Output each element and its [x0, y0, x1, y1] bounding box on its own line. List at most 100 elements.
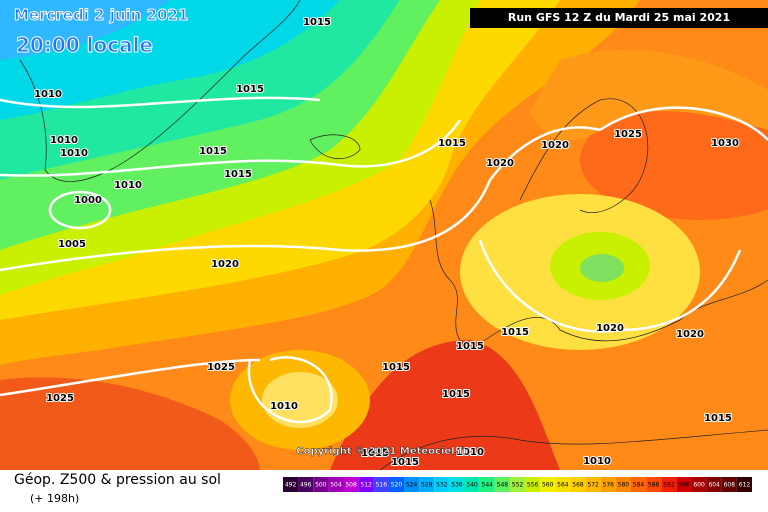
- legend-swatch: [434, 477, 450, 492]
- legend-label: 504: [330, 482, 342, 489]
- legend-label: 580: [618, 482, 630, 489]
- legend-swatch: [600, 477, 616, 492]
- isobar-label: 1030: [711, 138, 739, 149]
- legend-label: 604: [708, 482, 720, 489]
- legend-label: 556: [527, 482, 539, 489]
- isobar-label: 1015: [501, 327, 529, 338]
- legend-label: 536: [451, 482, 463, 489]
- legend-swatch: [570, 477, 586, 492]
- legend-swatch: [388, 477, 405, 492]
- legend-label: 560: [542, 482, 554, 489]
- legend-label: 548: [497, 482, 509, 489]
- legend-swatch: [646, 477, 662, 492]
- isobar-label: 1015: [361, 448, 389, 459]
- forecast-time: 20:00 locale: [16, 33, 153, 57]
- isobar-label: 1025: [207, 362, 235, 373]
- forecast-date: Mercredi 2 juin 2021: [14, 6, 188, 24]
- isobar-label: 1015: [303, 17, 331, 28]
- legend-label: 492: [285, 482, 297, 489]
- isobar-label: 1020: [596, 323, 624, 334]
- isobar-label: 1010: [270, 401, 298, 412]
- legend-swatch: [373, 477, 389, 492]
- legend-swatch: [721, 477, 737, 492]
- isobar-label: 1020: [676, 329, 704, 340]
- isobar-label: 1005: [58, 239, 86, 250]
- legend-swatch: [585, 477, 601, 492]
- isobar-label: 1015: [704, 413, 732, 424]
- legend-label: 596: [678, 482, 690, 489]
- legend-label: 588: [648, 482, 660, 489]
- footer-title: Géop. Z500 & pression au sol: [14, 472, 221, 488]
- legend-label: 576: [603, 482, 615, 489]
- legend-swatch: [358, 477, 374, 492]
- legend-label: 508: [345, 482, 357, 489]
- legend-label: 552: [512, 482, 524, 489]
- legend-swatch: [661, 477, 677, 492]
- run-banner: [470, 8, 768, 28]
- isobar-label: 1000: [74, 195, 102, 206]
- isobar-label: 1020: [211, 259, 239, 270]
- legend-swatch: [615, 477, 631, 492]
- legend-swatch: [479, 477, 495, 492]
- isobar-label: 1015: [236, 84, 264, 95]
- isobar-label: 1015: [382, 362, 410, 373]
- legend-swatch: [676, 477, 692, 492]
- lead-time: (+ 198h): [30, 492, 79, 505]
- isobar-label: 1015: [391, 457, 419, 468]
- legend-swatch: [630, 477, 647, 492]
- legend-label: 540: [466, 482, 478, 489]
- isobar-label: 1020: [541, 140, 569, 151]
- legend-label: 564: [557, 482, 569, 489]
- legend-swatch: [509, 477, 526, 492]
- legend-label: 568: [572, 482, 584, 489]
- legend-label: 512: [360, 482, 372, 489]
- legend-label: 524: [406, 482, 418, 489]
- legend-swatch: [464, 477, 480, 492]
- isobar-label: 1025: [614, 129, 642, 140]
- map: [0, 0, 768, 471]
- legend-swatch: [313, 477, 329, 492]
- legend-swatch: [494, 477, 510, 492]
- legend-label: 532: [436, 482, 448, 489]
- legend-label: 600: [693, 482, 705, 489]
- isobar-label: 1015: [199, 146, 227, 157]
- isobar-label: 1010: [60, 148, 88, 159]
- isobar-label: 1020: [486, 158, 514, 169]
- legend-swatch: [540, 477, 556, 492]
- legend-label: 572: [587, 482, 599, 489]
- legend-swatch: [419, 477, 435, 492]
- legend-swatch: [525, 477, 541, 492]
- legend-label: 496: [300, 482, 312, 489]
- legend-label: 584: [633, 482, 645, 489]
- legend-swatch: [343, 477, 359, 492]
- legend-swatch: [736, 477, 752, 492]
- legend-label: 608: [724, 482, 736, 489]
- legend-swatch: [328, 477, 344, 492]
- legend-label: 544: [482, 482, 494, 489]
- legend-swatch: [449, 477, 465, 492]
- isobar-label: 1010: [456, 447, 484, 458]
- isobar-label: 1010: [583, 456, 611, 467]
- isobar-label: 1015: [224, 169, 252, 180]
- legend-label: 500: [315, 482, 327, 489]
- legend-label: 520: [391, 482, 403, 489]
- legend-label: 528: [421, 482, 433, 489]
- isobar-label: 1015: [456, 341, 484, 352]
- isobar-label: 1015: [442, 389, 470, 400]
- legend-swatch: [298, 477, 314, 492]
- isobar-label: 1025: [46, 393, 74, 404]
- legend-swatch: [706, 477, 722, 492]
- run-info: Run GFS 12 Z du Mardi 25 mai 2021: [508, 11, 730, 24]
- isobar-label: 1010: [50, 135, 78, 146]
- isobar-label: 1010: [114, 180, 142, 191]
- legend-label: 612: [739, 482, 751, 489]
- copyright: Copyright © 2021 Meteociel.fr: [296, 446, 467, 457]
- legend-swatch: [404, 477, 420, 492]
- legend: 492 496 500 504 508 512 516 520 524 528 532 536 540 5…: [283, 477, 752, 492]
- legend-label: 592: [663, 482, 675, 489]
- legend-label: 516: [376, 482, 388, 489]
- legend-swatch: [691, 477, 707, 492]
- legend-swatch: [283, 477, 299, 492]
